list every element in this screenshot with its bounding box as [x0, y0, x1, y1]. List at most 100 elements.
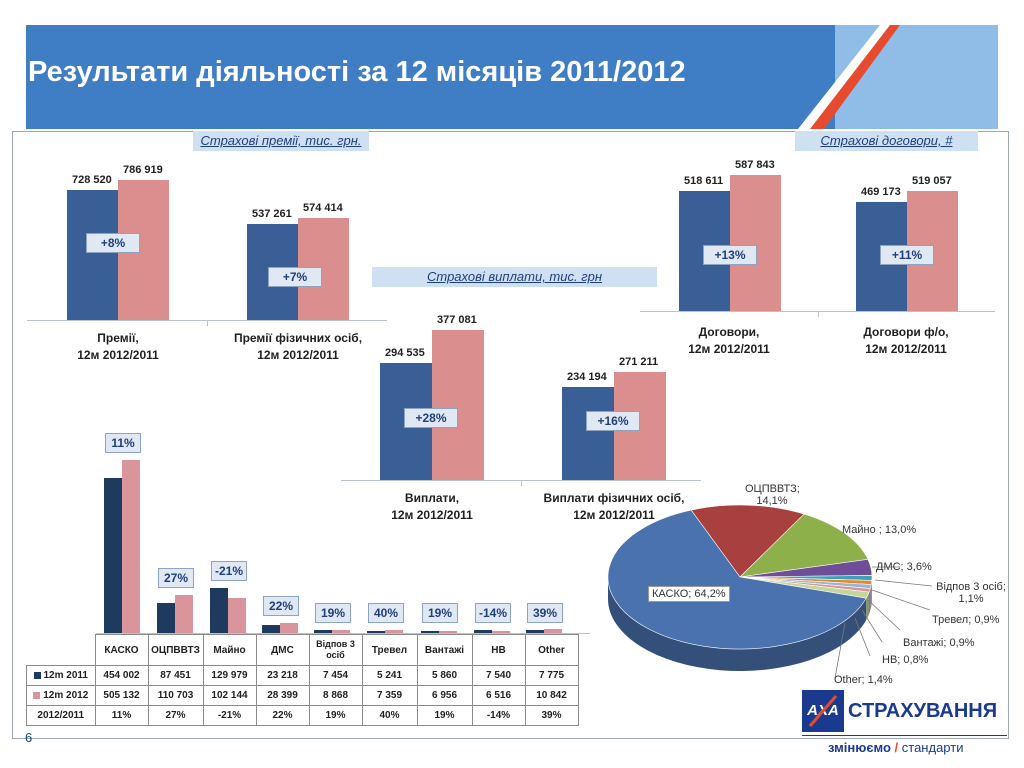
pie-label-dms: ДМС; 3,6% [876, 561, 932, 573]
table-cell: 87 451 [147, 665, 204, 686]
pie-label-travel: Тревел; 0,9% [932, 614, 1000, 626]
table-cell: 11% [94, 705, 149, 726]
payouts-individuals-category-label: Виплати фізичних осіб, 12м 2012/2011 [543, 491, 685, 522]
lob-bar-2011 [421, 630, 439, 633]
legend-swatch-2012 [33, 691, 41, 699]
table-cell: 102 144 [202, 685, 257, 706]
premiums-2012-value: 786 919 [123, 164, 163, 176]
contracts-individuals-category-label: Договори ф/о, 12м 2012/2011 [863, 325, 949, 356]
lob-bar-2012 [332, 629, 350, 633]
lob-bar-2012 [175, 595, 193, 633]
lob-bar-2011 [210, 588, 228, 633]
lob-change-badge: -21% [211, 561, 247, 582]
premiums-category-label: Премії, 12м 2012/2011 [77, 331, 159, 362]
lob-bar-2012 [228, 598, 246, 633]
table-header: КАСКО [94, 634, 149, 666]
brand-name: СТРАХУВАННЯ [848, 700, 998, 722]
lob-data-table: КАСКО ОЦПВВТЗ Майно ДМС Відпов 3 осіб Тр… [26, 634, 579, 726]
section-premiums-title: Страхові премії, тис. грн. [193, 131, 369, 151]
lob-change-badge: 19% [422, 603, 458, 623]
pie-slice-side [608, 577, 867, 672]
table-cell: 39% [524, 705, 579, 726]
table-row: 2012/2011 11% 27% -21% 22% 19% 40% 19% -… [26, 705, 579, 726]
table-cell: 110 703 [147, 685, 204, 706]
contracts-individuals-2011-value: 469 173 [861, 186, 901, 199]
premiums-individuals-growth-badge: +7% [268, 267, 322, 287]
lob-bar-2011 [526, 630, 544, 633]
pie-leader-line [854, 617, 871, 657]
legend-swatch-2011 [33, 671, 41, 679]
payouts-2012-value: 377 081 [437, 314, 477, 326]
lob-change-badge: 40% [368, 603, 404, 623]
pie-label-cargo: Вантажі; 0,9% [903, 637, 975, 649]
pie-label-vidpov: Відпов 3 осіб; 1,1% [936, 581, 1006, 605]
lob-bar-2012 [385, 630, 403, 633]
table-header: Майно [202, 634, 257, 666]
table-header: Тревел [361, 634, 418, 666]
row-label-2012: 12m 2012 [26, 685, 96, 706]
table-header: Відпов 3 осіб [308, 634, 363, 666]
table-cell: -21% [202, 705, 257, 726]
table-cell: 5 241 [361, 665, 418, 686]
contracts-2012-value: 587 843 [735, 159, 775, 171]
table-cell: 7 454 [308, 665, 363, 686]
pie-label-ocpvvtz: ОЦПВВТЗ; 14,1% [745, 483, 800, 507]
pie-slice-side [870, 584, 872, 611]
brand-divider [802, 735, 1007, 736]
pie-label-maino: Майно ; 13,0% [842, 524, 917, 536]
table-cell: 22% [255, 705, 310, 726]
lob-change-badge: 11% [105, 433, 141, 453]
table-cell: 23 218 [255, 665, 310, 686]
table-cell: 19% [308, 705, 363, 726]
lob-bar-2012 [280, 623, 298, 633]
pie-slice [690, 504, 805, 578]
lob-change-badge: -14% [475, 603, 511, 623]
table-cell: 10 842 [524, 685, 579, 706]
table-header: Other [524, 634, 579, 666]
lob-change-badge: 27% [158, 568, 194, 589]
pie-slice [607, 509, 867, 650]
lob-change-badge: 22% [263, 596, 299, 617]
table-cell: 129 979 [202, 665, 257, 686]
contracts-individuals-growth-badge: +11% [880, 245, 934, 265]
table-cell: 505 132 [94, 685, 149, 706]
contracts-individuals-2012-value: 519 057 [912, 174, 952, 187]
table-cell: 8 868 [308, 685, 363, 706]
payouts-2012-bar [432, 330, 484, 480]
premiums-growth-badge: +8% [86, 233, 140, 253]
table-cell: 7 540 [471, 665, 526, 686]
pie-leader-line [871, 589, 931, 611]
lob-change-badge: 39% [527, 603, 563, 623]
pie-label-nv: НВ; 0,8% [882, 654, 929, 666]
content-frame [12, 131, 1009, 739]
row-label-2011: 12m 2011 [26, 665, 96, 686]
pie-slice-side [866, 592, 870, 621]
lob-bar-2011 [262, 625, 280, 633]
payouts-individuals-growth-badge: +16% [586, 411, 640, 431]
contracts-growth-badge: +13% [703, 245, 757, 265]
table-cell: 7 359 [361, 685, 418, 706]
premiums-individuals-2012-value: 574 414 [303, 201, 343, 214]
lob-bar-2011 [104, 477, 122, 633]
table-header: Вантажі [416, 634, 473, 666]
payouts-category-label: Виплати, 12м 2012/2011 [391, 491, 473, 522]
brand-slogan: змінюємо / стандарти [828, 740, 964, 755]
lob-bar-2012 [492, 630, 510, 633]
payouts-2011-value: 294 535 [385, 346, 425, 359]
table-cell: 40% [361, 705, 418, 726]
table-cell: 454 002 [94, 665, 149, 686]
contracts-category-label: Договори, 12м 2012/2011 [688, 325, 770, 356]
premiums-2011-bar [67, 190, 118, 320]
page-title: Результати діяльності за 12 місяців 2011… [28, 56, 686, 88]
banner-light-panel [835, 25, 998, 129]
table-header: ОЦПВВТЗ [147, 634, 204, 666]
table-header: НВ [471, 634, 526, 666]
page-number: 6 [25, 730, 33, 745]
lob-bar-2012 [544, 629, 562, 633]
premiums-2011-value: 728 520 [72, 174, 112, 187]
contracts-axis-tick [818, 311, 819, 317]
lob-bar-2012 [439, 630, 457, 633]
contracts-2012-bar [730, 175, 781, 311]
premiums-axis-tick [207, 320, 208, 326]
pie-leader-line [874, 579, 933, 587]
